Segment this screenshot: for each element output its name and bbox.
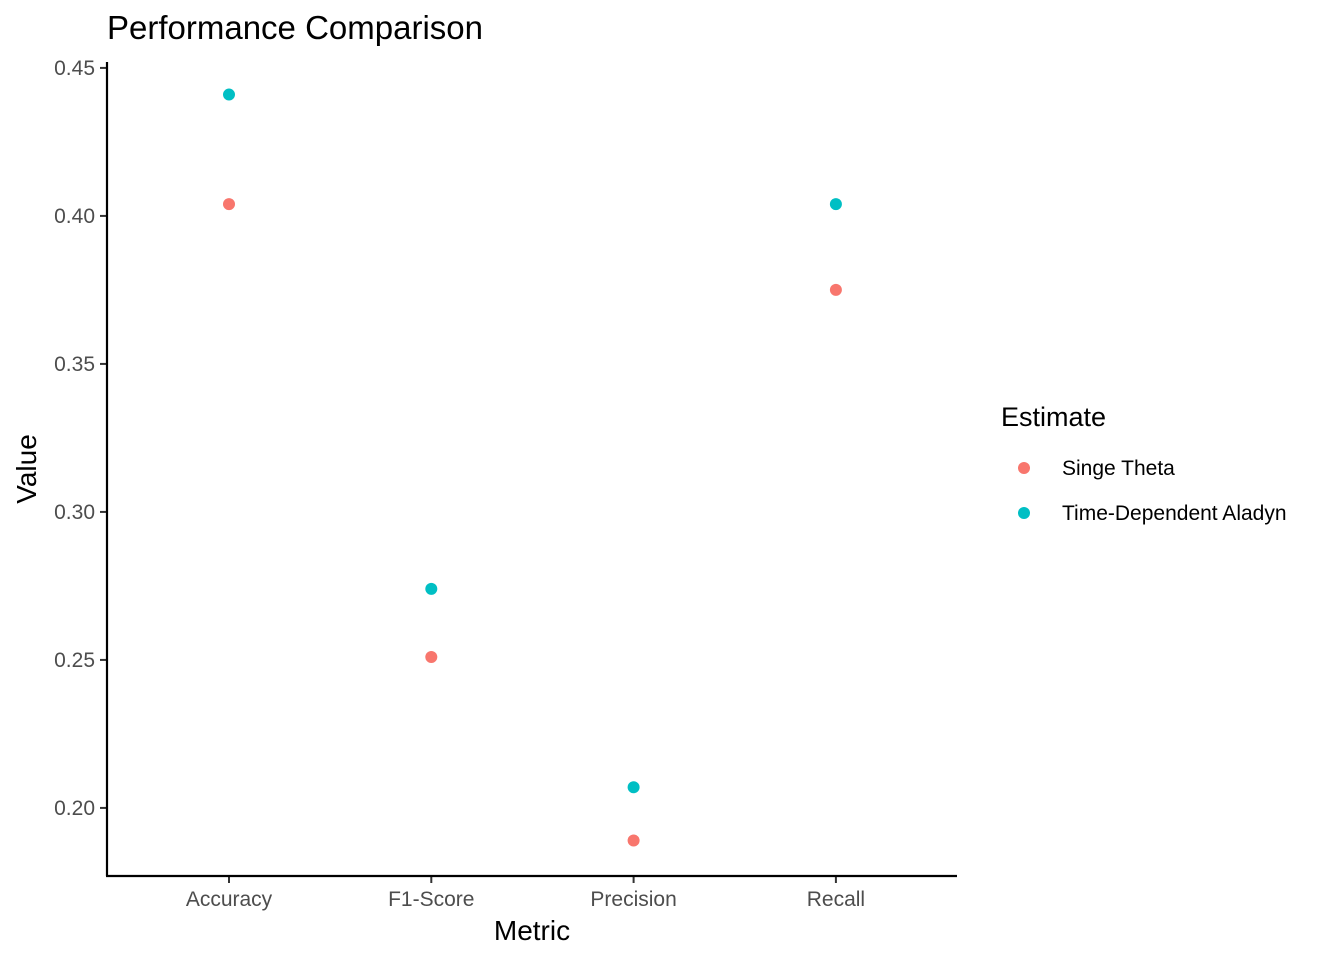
y-tick-label: 0.35 (54, 353, 95, 376)
data-point (627, 781, 640, 794)
legend-title: Estimate (1001, 402, 1106, 432)
x-tick-label: Precision (590, 888, 676, 911)
data-point (829, 283, 842, 296)
data-point (829, 198, 842, 211)
y-axis-title: Value (11, 434, 42, 504)
data-point (425, 582, 438, 595)
legend-key (1018, 507, 1030, 519)
x-tick-label: Accuracy (186, 888, 273, 911)
chart-title: Performance Comparison (107, 9, 483, 46)
legend: Estimate Singe Theta Time-Dependent Alady… (1001, 402, 1287, 525)
x-axis: Accuracy F1-Score Precision Recall (186, 876, 865, 911)
y-axis: 0.20 0.25 0.30 0.35 0.40 0.45 (54, 57, 107, 820)
y-tick-label: 0.25 (54, 649, 95, 672)
data-point (425, 650, 438, 663)
y-tick-label: 0.40 (54, 205, 95, 228)
y-tick-label: 0.20 (54, 797, 95, 820)
legend-label: Singe Theta (1062, 457, 1175, 480)
x-tick-label: F1-Score (388, 888, 474, 911)
data-point (627, 834, 640, 847)
data-point (223, 88, 235, 101)
legend-label: Time-Dependent Aladyn (1062, 502, 1287, 525)
data-point (223, 198, 235, 211)
x-axis-title: Metric (494, 915, 570, 946)
y-tick-label: 0.45 (54, 57, 95, 80)
y-tick-label: 0.30 (54, 501, 95, 524)
legend-key (1018, 462, 1030, 474)
x-tick-label: Recall (807, 888, 865, 911)
data-points (223, 88, 842, 847)
